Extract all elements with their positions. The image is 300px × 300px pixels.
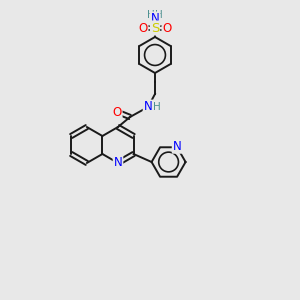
Text: H: H <box>153 102 161 112</box>
Text: O: O <box>162 22 172 34</box>
Text: N: N <box>114 157 122 169</box>
Text: O: O <box>138 22 148 34</box>
Text: H: H <box>155 10 163 20</box>
Text: N: N <box>173 140 182 153</box>
Text: N: N <box>151 13 159 26</box>
Text: N: N <box>144 100 152 113</box>
Text: S: S <box>151 22 159 34</box>
Text: O: O <box>112 106 122 119</box>
Text: H: H <box>147 10 155 20</box>
